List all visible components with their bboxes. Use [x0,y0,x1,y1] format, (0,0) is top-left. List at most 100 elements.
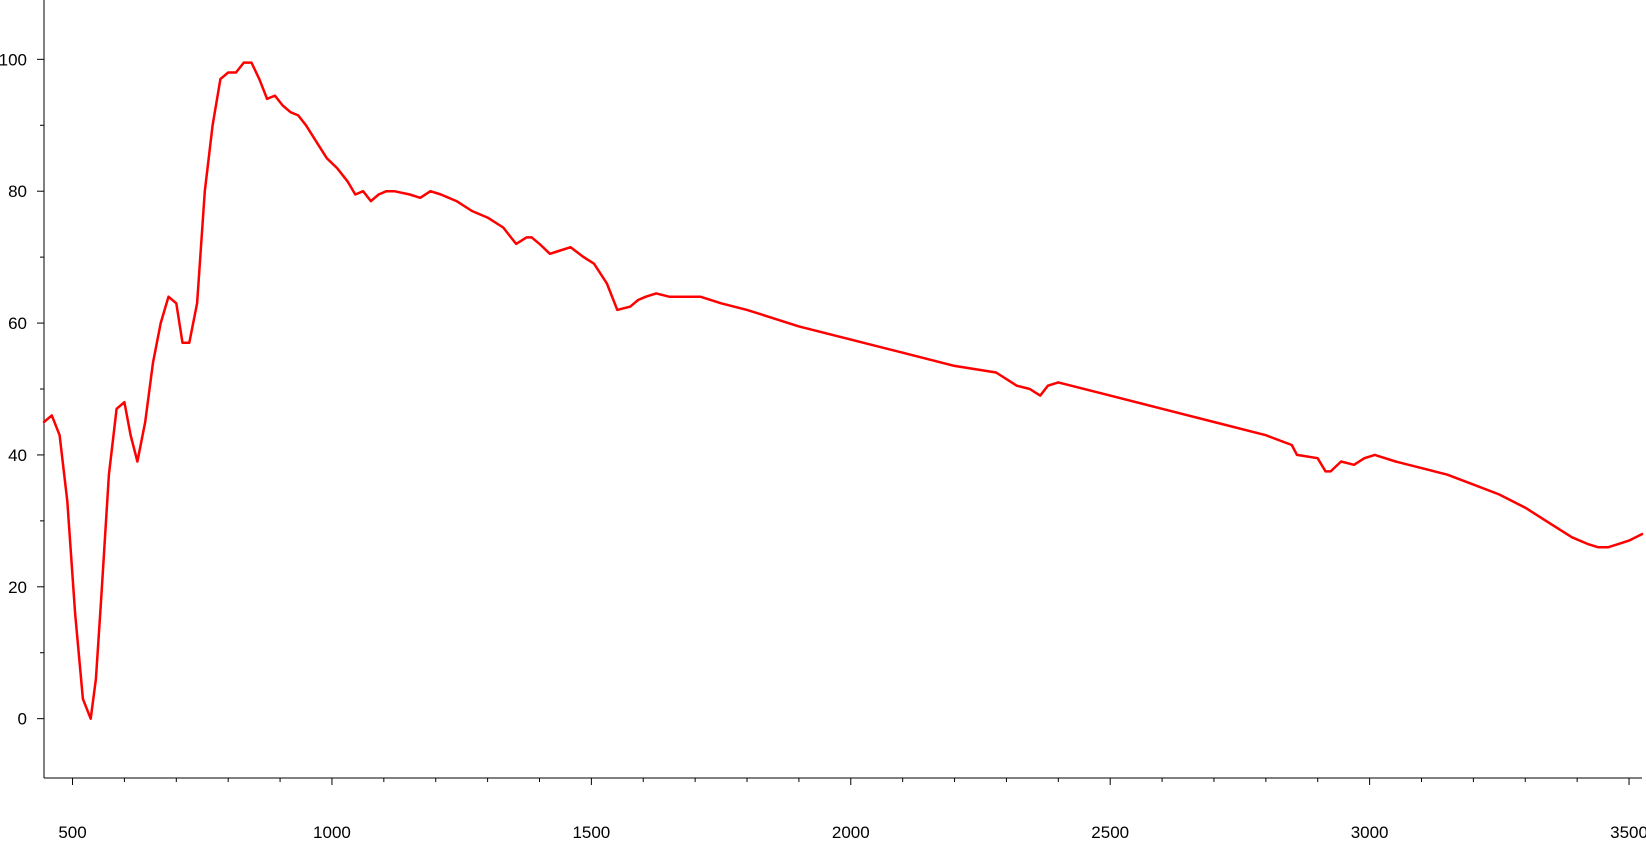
data-point [1586,542,1589,545]
x-tick-label: 1500 [572,823,610,842]
data-point [471,210,473,212]
x-tick-label: 1000 [313,823,351,842]
data-point [188,341,191,344]
x-tick-label: 3000 [1351,823,1389,842]
data-point [746,308,748,311]
data-point [1550,523,1553,526]
data-point [211,124,214,127]
data-point [258,78,261,81]
data-point [668,295,671,298]
data-point [1109,394,1112,397]
x-tick-label: 3500 [1610,823,1646,842]
x-tick-label: 2500 [1091,823,1129,842]
data-point [305,124,307,127]
ticks [37,58,1630,785]
data-point [242,61,245,64]
data-point [502,226,505,229]
data-point [50,414,53,417]
data-point [1498,493,1501,496]
series-line [42,61,1644,720]
y-tick-label: 80 [8,182,27,201]
data-point [1039,394,1042,397]
series-layer [42,61,1644,720]
data-point [315,140,318,143]
data-point [1034,391,1036,394]
data-point [66,500,69,503]
data-point [1420,467,1423,470]
data-point [369,200,372,203]
data-point [1316,457,1319,460]
data-point [593,262,595,265]
data-point [74,612,77,615]
data-point [1324,470,1327,473]
data-point [362,190,365,193]
data-point [123,401,126,404]
data-point [167,295,170,298]
data-point [43,421,45,423]
data-point [100,599,103,601]
data-point [175,302,178,305]
data-point [455,200,458,203]
data-point [136,460,139,463]
y-tick-label: 100 [0,50,27,69]
data-point [115,407,118,410]
data-point [655,292,658,295]
data-point [144,421,147,423]
data-point [346,180,349,183]
data-point [1373,453,1376,456]
data-point [797,325,800,328]
data-point [616,308,619,311]
data-point [1394,460,1397,463]
y-tick-label: 60 [8,314,27,333]
data-point [129,434,132,437]
data-point [953,364,956,367]
data-point [58,434,61,437]
data-point [605,282,608,285]
data-point [354,193,357,196]
data-point [1340,460,1343,463]
data-point [107,473,110,476]
data-point [1571,536,1573,539]
data-point [1472,483,1475,486]
data-point [94,678,97,681]
data-point [181,341,184,344]
data-point [203,190,206,193]
data-point [336,167,339,170]
data-point [266,97,269,100]
data-point [548,252,551,255]
data-point [393,190,396,193]
data-point [1028,388,1031,390]
data-point [637,299,640,301]
x-tick-label: 500 [58,823,86,842]
data-point [995,371,998,374]
data-point [1296,453,1298,456]
data-point [289,111,292,114]
data-point [1363,457,1366,460]
data-point [219,78,222,81]
axes [43,0,1642,779]
data-point [683,295,686,298]
data-point [530,236,533,239]
data-point [629,305,632,308]
data-point [1057,381,1060,384]
data-point [429,190,432,193]
data-point [569,246,572,249]
data-point [720,302,723,305]
data-point [849,338,852,341]
data-point [408,193,411,196]
y-tick-label: 40 [8,446,27,465]
data-point [901,351,904,354]
data-point [235,71,237,74]
data-point [1264,434,1267,437]
data-point [582,256,585,259]
data-point [81,697,84,700]
y-tick-label: 20 [8,578,27,597]
data-point [89,717,92,720]
data-point [1161,407,1164,410]
data-point [644,295,647,298]
data-point [1046,384,1049,387]
data-point [1353,463,1355,466]
data-point [699,295,702,298]
data-point [281,104,284,107]
